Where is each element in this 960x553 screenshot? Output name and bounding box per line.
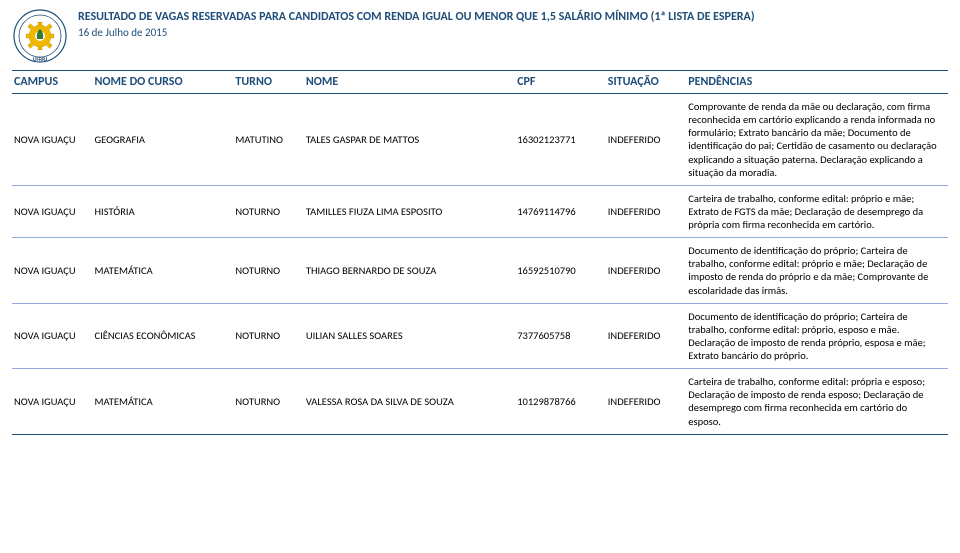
institution-logo: UFRRJ [12, 8, 68, 64]
cell-turno: NOTURNO [233, 303, 303, 369]
col-header-nome: NOME [304, 71, 515, 94]
cell-campus: NOVA IGUAÇU [12, 185, 93, 237]
cell-cpf: 16302123771 [515, 94, 606, 186]
cell-campus: NOVA IGUAÇU [12, 303, 93, 369]
table-row: NOVA IGUAÇU HISTÓRIA NOTURNO TAMILLES FI… [12, 185, 948, 237]
title-block: RESULTADO DE VAGAS RESERVADAS PARA CANDI… [78, 8, 755, 39]
cell-nome: THIAGO BERNARDO DE SOUZA [304, 238, 515, 304]
results-table: CAMPUS NOME DO CURSO TURNO NOME CPF SITU… [12, 70, 948, 435]
table-row: NOVA IGUAÇU MATEMÁTICA NOTURNO VALESSA R… [12, 369, 948, 435]
table-row: NOVA IGUAÇU GEOGRAFIA MATUTINO TALES GAS… [12, 94, 948, 186]
col-header-campus: CAMPUS [12, 71, 93, 94]
col-header-curso: NOME DO CURSO [93, 71, 234, 94]
cell-turno: NOTURNO [233, 369, 303, 435]
cell-pendencias: Carteira de trabalho, conforme edital: p… [686, 369, 948, 435]
cell-turno: NOTURNO [233, 185, 303, 237]
table-row: NOVA IGUAÇU CIÊNCIAS ECONÔMICAS NOTURNO … [12, 303, 948, 369]
cell-campus: NOVA IGUAÇU [12, 238, 93, 304]
cell-curso: GEOGRAFIA [93, 94, 234, 186]
cell-nome: UILIAN SALLES SOARES [304, 303, 515, 369]
cell-nome: VALESSA ROSA DA SILVA DE SOUZA [304, 369, 515, 435]
cell-pendencias: Documento de identificação do próprio; C… [686, 238, 948, 304]
cell-curso: MATEMÁTICA [93, 238, 234, 304]
cell-situacao: INDEFERIDO [606, 94, 687, 186]
page-date: 16 de Julho de 2015 [78, 26, 755, 39]
cell-campus: NOVA IGUAÇU [12, 369, 93, 435]
cell-situacao: INDEFERIDO [606, 369, 687, 435]
cell-pendencias: Documento de identificação do próprio; C… [686, 303, 948, 369]
cell-cpf: 7377605758 [515, 303, 606, 369]
cell-curso: HISTÓRIA [93, 185, 234, 237]
table-body: NOVA IGUAÇU GEOGRAFIA MATUTINO TALES GAS… [12, 94, 948, 435]
cell-turno: NOTURNO [233, 238, 303, 304]
cell-nome: TALES GASPAR DE MATTOS [304, 94, 515, 186]
table-row: NOVA IGUAÇU MATEMÁTICA NOTURNO THIAGO BE… [12, 238, 948, 304]
cell-situacao: INDEFERIDO [606, 238, 687, 304]
cell-cpf: 10129878766 [515, 369, 606, 435]
cell-situacao: INDEFERIDO [606, 303, 687, 369]
logo-abbrev-text: UFRRJ [33, 57, 47, 63]
cell-turno: MATUTINO [233, 94, 303, 186]
cell-campus: NOVA IGUAÇU [12, 94, 93, 186]
cell-cpf: 16592510790 [515, 238, 606, 304]
cell-pendencias: Carteira de trabalho, conforme edital: p… [686, 185, 948, 237]
cell-nome: TAMILLES FIUZA LIMA ESPOSITO [304, 185, 515, 237]
col-header-pendencias: PENDÊNCIAS [686, 71, 948, 94]
col-header-cpf: CPF [515, 71, 606, 94]
cell-curso: CIÊNCIAS ECONÔMICAS [93, 303, 234, 369]
table-header-row: CAMPUS NOME DO CURSO TURNO NOME CPF SITU… [12, 71, 948, 94]
cell-cpf: 14769114796 [515, 185, 606, 237]
col-header-situacao: SITUAÇÃO [606, 71, 687, 94]
cell-pendencias: Comprovante de renda da mãe ou declaraçã… [686, 94, 948, 186]
page-title: RESULTADO DE VAGAS RESERVADAS PARA CANDI… [78, 10, 755, 24]
cell-curso: MATEMÁTICA [93, 369, 234, 435]
document-header: UFRRJ RESULTADO DE VAGAS RESERVADAS PARA… [12, 8, 948, 64]
col-header-turno: TURNO [233, 71, 303, 94]
cell-situacao: INDEFERIDO [606, 185, 687, 237]
